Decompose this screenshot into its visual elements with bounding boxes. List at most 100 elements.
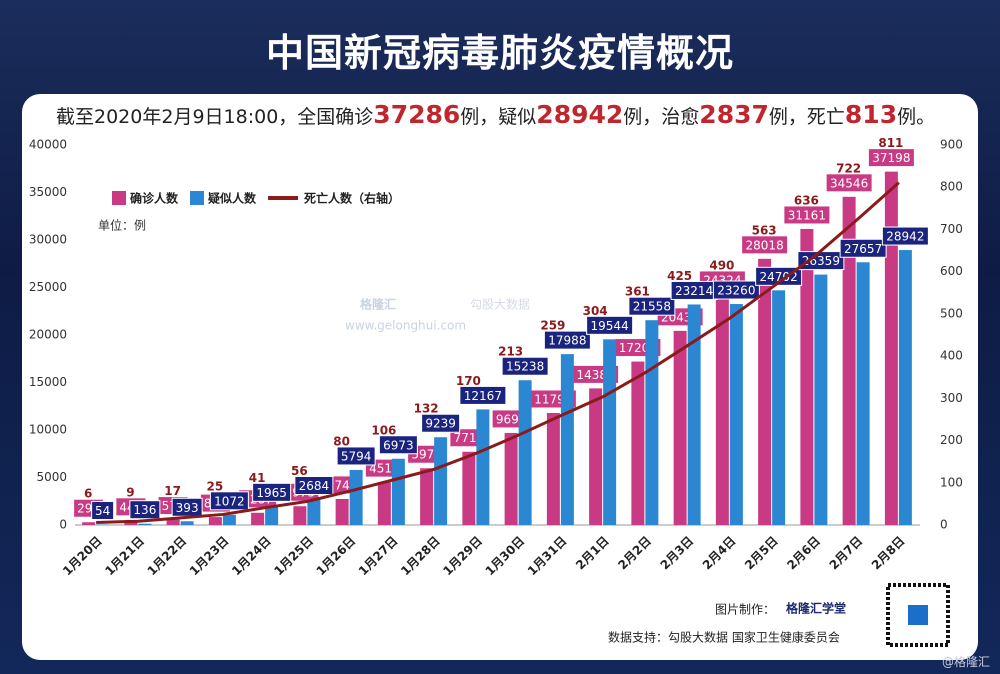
y-tick-label: 35000 xyxy=(29,185,67,199)
y-tick-label: 10000 xyxy=(29,423,67,437)
corner-mark: @格隆汇 xyxy=(941,655,990,669)
bar xyxy=(504,432,518,525)
value-label-box xyxy=(209,491,249,511)
value-label-box xyxy=(881,226,929,246)
value-label: 361 xyxy=(625,285,650,299)
value-label: 80 xyxy=(333,434,350,448)
bar xyxy=(307,499,321,525)
value-label-box xyxy=(91,500,115,520)
value-label: 563 xyxy=(752,223,777,237)
value-label: 9 xyxy=(126,485,134,499)
value-label: 425 xyxy=(667,269,692,283)
bar xyxy=(631,361,645,525)
y-tick-label: 40000 xyxy=(29,138,67,152)
bar xyxy=(729,304,743,525)
value-label-box xyxy=(741,235,789,255)
value-label: 490 xyxy=(709,258,734,272)
value-label-box xyxy=(825,173,873,193)
value-label: 2684 xyxy=(299,479,330,493)
value-label: 24702 xyxy=(760,270,798,284)
title: 中国新冠病毒肺炎疫情概况 xyxy=(265,31,734,75)
source: 数据支持：勾股大数据 国家卫生健康委员会 xyxy=(608,630,840,645)
x-tick-label: 1月22日 xyxy=(145,534,190,579)
value-label: 9239 xyxy=(425,417,456,431)
x-tick-label: 1月26日 xyxy=(314,534,359,579)
bar xyxy=(420,468,434,525)
bar xyxy=(476,409,490,525)
bar xyxy=(251,512,265,525)
value-label-box xyxy=(586,315,634,335)
subtitle-text: 例，治愈 xyxy=(623,106,700,128)
value-label-box xyxy=(867,148,915,168)
y2-tick-label: 400 xyxy=(940,349,963,363)
y2-tick-label: 300 xyxy=(940,391,963,405)
value-label: 6973 xyxy=(383,438,414,452)
legend-label: 确诊人数 xyxy=(130,191,179,206)
x-tick-label: 2月6日 xyxy=(784,534,823,573)
bar xyxy=(814,274,828,525)
x-tick-label: 1月21日 xyxy=(102,534,147,579)
value-label: 1965 xyxy=(256,486,287,500)
value-label: 28018 xyxy=(746,238,784,252)
y2-tick-label: 200 xyxy=(940,433,963,447)
bar xyxy=(82,522,96,525)
value-label: 12167 xyxy=(464,389,502,403)
value-label: 722 xyxy=(836,161,861,175)
watermark: 勾股大数据 xyxy=(470,297,530,312)
line xyxy=(96,181,900,524)
value-label: 21558 xyxy=(633,300,671,314)
bar xyxy=(377,482,391,525)
highlight-number: 813 xyxy=(844,100,898,129)
value-label: 106 xyxy=(371,423,396,437)
x-tick-label: 2月7日 xyxy=(827,534,866,573)
y-tick-label: 20000 xyxy=(29,328,67,342)
bar xyxy=(349,469,363,525)
value-label: 170 xyxy=(456,374,481,388)
value-label: 393 xyxy=(176,501,199,515)
value-label: 25 xyxy=(207,479,224,493)
value-label: 37198 xyxy=(872,151,910,165)
highlight-number: 37286 xyxy=(373,100,461,129)
legend-label: 疑似人数 xyxy=(208,191,257,206)
y2-tick-label: 900 xyxy=(940,138,963,152)
y2-tick-label: 700 xyxy=(940,222,963,236)
value-label-box xyxy=(501,356,549,376)
value-label: 213 xyxy=(498,345,523,359)
bar xyxy=(208,517,222,525)
bar xyxy=(673,330,687,525)
value-label: 54 xyxy=(95,504,110,518)
value-label: 132 xyxy=(414,402,439,416)
x-tick-label: 2月2日 xyxy=(615,534,654,573)
bar xyxy=(518,380,532,525)
value-label: 17988 xyxy=(548,334,586,348)
value-label: 1072 xyxy=(214,494,245,508)
y2-tick-label: 0 xyxy=(940,518,948,532)
bar xyxy=(687,304,701,525)
bar xyxy=(800,228,814,525)
value-label: 15238 xyxy=(506,360,544,374)
qr-code xyxy=(886,583,950,647)
legend-swatch xyxy=(190,191,205,205)
bar xyxy=(856,262,870,525)
x-tick-label: 1月30日 xyxy=(483,534,528,579)
y2-tick-label: 500 xyxy=(940,306,963,320)
bar xyxy=(884,171,898,525)
x-tick-label: 2月8日 xyxy=(869,534,908,573)
bar xyxy=(715,293,729,525)
y-tick-label: 5000 xyxy=(36,470,67,484)
subtitle-text: 例，疑似 xyxy=(460,106,537,128)
highlight-number: 28942 xyxy=(536,100,624,129)
value-label: 304 xyxy=(583,304,608,318)
x-tick-label: 1月29日 xyxy=(440,534,485,579)
legend-label: 死亡人数（右轴） xyxy=(304,191,400,206)
value-label-box xyxy=(543,330,591,350)
x-tick-label: 2月4日 xyxy=(700,534,739,573)
subtitle: 截至2020年2月9日18:00，全国确诊37286例，疑似28942例，治愈2… xyxy=(56,100,935,129)
subtitle-text: 例。 xyxy=(897,106,936,128)
y-tick-label: 15000 xyxy=(29,375,67,389)
value-label: 31161 xyxy=(788,208,826,222)
y2-tick-label: 800 xyxy=(940,180,963,194)
x-tick-label: 1月28日 xyxy=(398,534,443,579)
value-label: 259 xyxy=(540,319,565,333)
